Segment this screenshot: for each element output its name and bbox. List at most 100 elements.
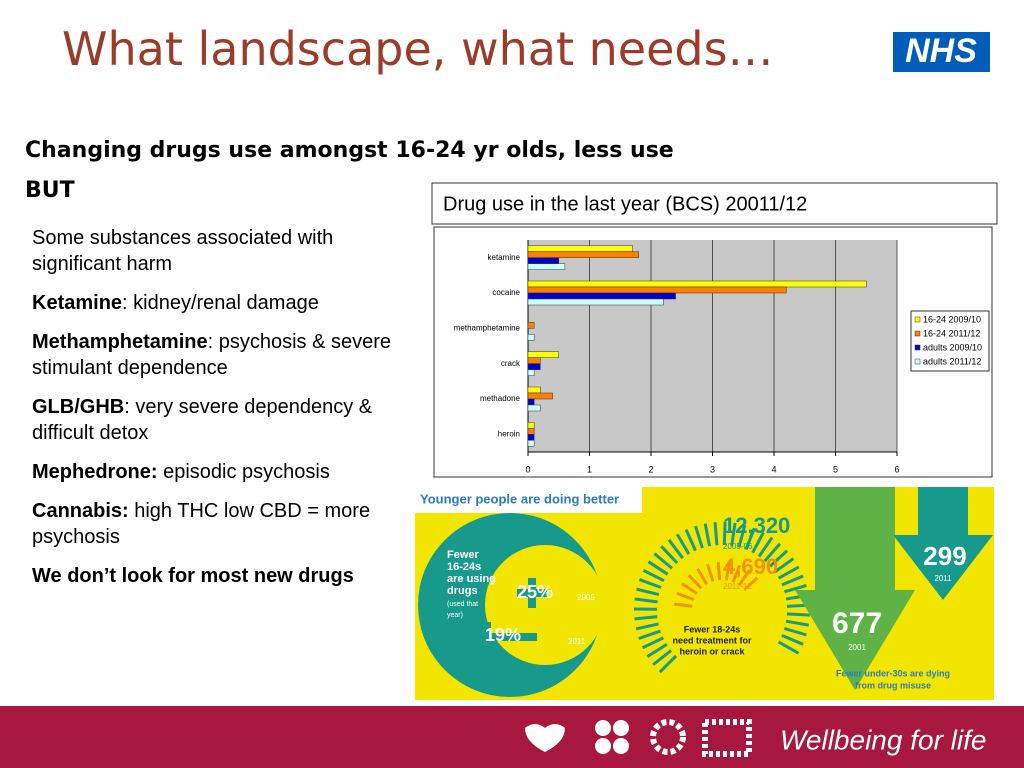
bar [527, 251, 639, 258]
bar [527, 440, 535, 447]
legend-swatch [914, 358, 921, 365]
bullet: Ketamine: kidney/renal damage [32, 290, 417, 316]
infographic-label: need treatment for [672, 635, 752, 645]
ray [783, 626, 807, 637]
bullet-term: We don’t look for most new drugs [32, 565, 354, 587]
ray [696, 567, 709, 585]
footer-band [0, 706, 1024, 768]
infographic-label: 2011 [934, 574, 952, 583]
infographic-label: 677 [832, 607, 882, 640]
infographic-label: heroin or crack [679, 646, 745, 656]
bar [527, 392, 553, 400]
chart-caption-box [431, 182, 998, 225]
bar [527, 422, 535, 429]
ray [634, 615, 658, 621]
infographic-label: (used that [447, 601, 478, 608]
x-tick-label: 4 [771, 464, 776, 474]
infographic-label: 4,690 [723, 554, 778, 579]
nhs-logo-text: NHS [905, 32, 977, 70]
y-tick-label: crack [501, 359, 521, 368]
bar [527, 292, 676, 300]
ray [660, 545, 679, 565]
infographic-label: 19% [485, 625, 521, 645]
footer-icon [702, 719, 752, 757]
chart-title: Drug use in the last year (BCS) 20011/12 [443, 193, 807, 215]
ray [743, 576, 759, 591]
infographic-label: 2001 [848, 643, 866, 652]
ray [676, 591, 695, 602]
ray [658, 654, 678, 674]
bar [527, 322, 535, 329]
infographic-label: Fewer under-30s are dying [836, 668, 950, 678]
infographic-label: 2011 [568, 637, 586, 646]
ray [684, 529, 697, 552]
bullet-term: Cannabis: [32, 500, 129, 522]
ray [647, 560, 669, 576]
bullet: We don’t look for most new drugs [32, 563, 417, 589]
ray [730, 522, 737, 546]
bullet: Mephedrone: episodic psychosis [32, 459, 417, 485]
infographic-label: 16-24s [447, 561, 481, 573]
bar [527, 434, 535, 441]
legend-swatch [914, 344, 921, 351]
bullet-term: Ketamine [32, 292, 123, 314]
footer-icon [525, 724, 565, 752]
bullet-text: Some substances associated with signific… [32, 227, 334, 275]
ray [652, 649, 673, 666]
bullet: Methamphetamine: psychosis & severe stim… [32, 329, 417, 381]
infographic-label: 12,320 [723, 513, 790, 538]
ray [641, 636, 664, 650]
heading-bg [415, 487, 642, 513]
bullet-text: : psychosis & severe stimulant dependenc… [32, 331, 392, 379]
ray [706, 563, 715, 582]
ray [751, 531, 765, 554]
ray [784, 584, 807, 594]
ray [675, 533, 691, 555]
bar [527, 357, 541, 364]
ray [636, 587, 660, 597]
bar [527, 245, 633, 252]
bar [527, 263, 566, 270]
ray [642, 569, 665, 583]
infographic-label: year) [447, 612, 463, 619]
x-tick-label: 1 [587, 464, 592, 474]
ray [681, 582, 698, 595]
ray [769, 549, 789, 568]
legend-label: adults 2011/12 [923, 356, 981, 366]
bar [527, 398, 535, 406]
infographic-label: from drug misuse [855, 680, 931, 690]
ray [638, 629, 661, 640]
bullet: Some substances associated with signific… [32, 225, 417, 277]
x-tick-label: 3 [710, 464, 715, 474]
bullet-term: Methamphetamine [32, 331, 208, 353]
y-tick-label: methadone [480, 394, 521, 403]
x-tick-label: 5 [833, 464, 838, 474]
legend [910, 310, 990, 372]
footer-icon [595, 720, 629, 754]
ray [724, 562, 731, 581]
x-tick-label: 2 [648, 464, 653, 474]
ray [716, 562, 722, 581]
users-inner [485, 545, 605, 665]
ray [694, 525, 704, 549]
bar [527, 363, 541, 370]
bullet-term: GLB/GHB [32, 396, 125, 418]
cross [517, 589, 547, 597]
ray [667, 538, 684, 560]
ray [777, 565, 800, 580]
bar [527, 428, 535, 435]
ray [744, 527, 756, 551]
bar [527, 280, 867, 288]
ray [781, 574, 804, 587]
arrow-2001 [795, 487, 915, 690]
arrow-2011 [893, 487, 993, 600]
y-tick-label: ketamine [488, 253, 521, 262]
bullet-text: episodic psychosis [157, 461, 330, 483]
y-tick-label: methamphetamine [454, 323, 521, 332]
y-tick-label: heroin [498, 429, 520, 438]
ray [634, 597, 658, 604]
subtitle: BUT [25, 178, 75, 203]
infographic-label: are using [447, 573, 496, 585]
ray [646, 643, 668, 658]
legend-label: 16-24 2011/12 [923, 328, 980, 338]
